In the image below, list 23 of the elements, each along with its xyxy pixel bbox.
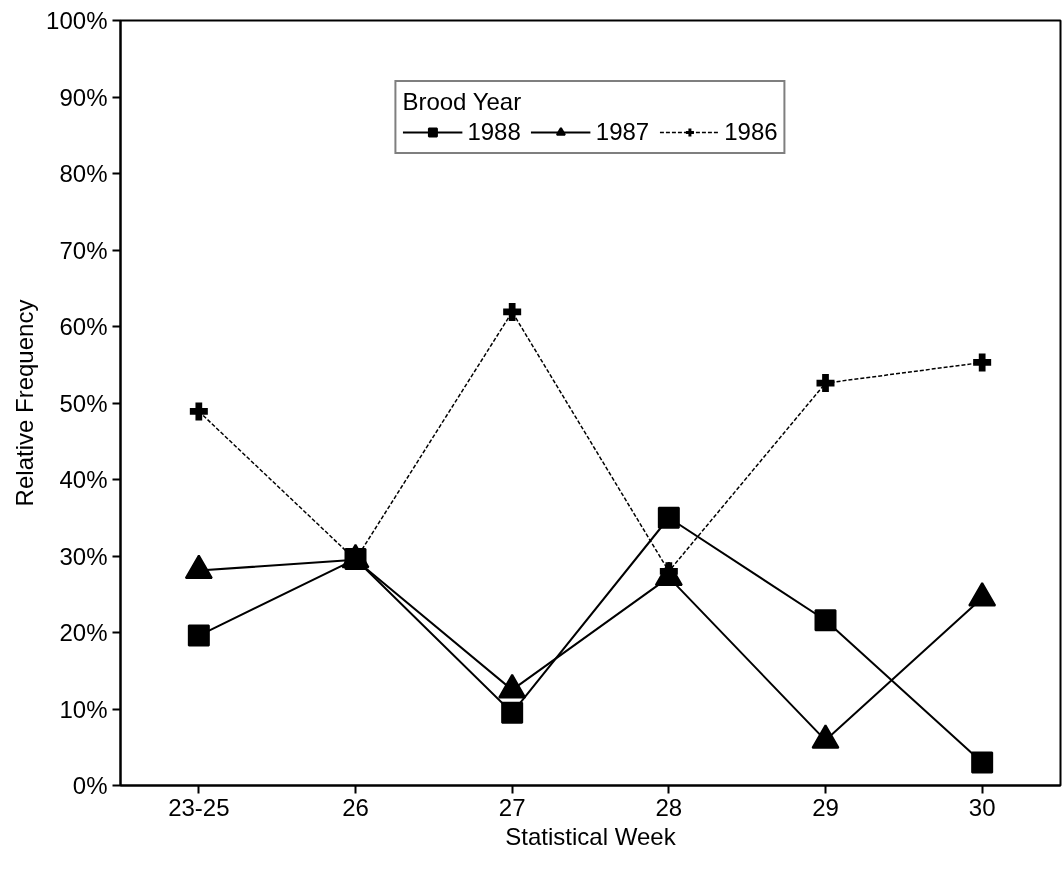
y-tick-label: 90% <box>59 83 108 111</box>
legend-label: 1988 <box>467 118 521 146</box>
x-axis-title: Statistical Week <box>505 822 677 850</box>
y-tick-label: 10% <box>59 695 108 723</box>
y-tick-label: 50% <box>59 389 108 417</box>
y-tick-label: 70% <box>59 236 108 264</box>
legend-label: 1986 <box>724 118 778 146</box>
y-tick-label: 80% <box>59 160 108 187</box>
x-tick-label: 27 <box>498 793 526 821</box>
x-tick-label: 29 <box>812 793 839 821</box>
y-tick-label: 100% <box>46 7 108 34</box>
legend-title: Brood Year <box>402 88 523 116</box>
x-tick-label: 26 <box>342 793 369 821</box>
x-tick-label: 28 <box>655 793 683 821</box>
x-tick-label: 23-25 <box>168 793 230 821</box>
legend-label: 1987 <box>595 118 650 146</box>
y-tick-label: 20% <box>59 619 108 646</box>
y-axis-title: Relative Frequency <box>11 299 39 507</box>
y-tick-label: 30% <box>59 542 108 570</box>
x-tick-label: 30 <box>968 793 996 821</box>
y-tick-label: 0% <box>72 772 108 799</box>
y-tick-label: 60% <box>59 313 108 340</box>
y-tick-label: 40% <box>59 466 108 493</box>
